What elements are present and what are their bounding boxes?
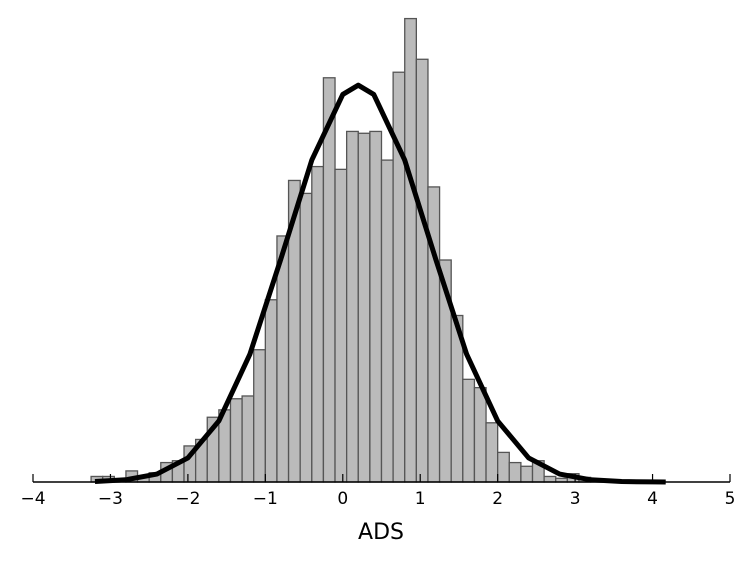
histogram-bar bbox=[299, 192, 313, 483]
histogram-bar bbox=[380, 159, 394, 483]
histogram-bar bbox=[485, 422, 499, 483]
histogram-bar bbox=[264, 299, 278, 483]
histogram-bar bbox=[473, 386, 487, 483]
histogram-bar bbox=[311, 165, 325, 483]
x-tick-label: −1 bbox=[253, 489, 278, 509]
fit-curve bbox=[94, 82, 666, 485]
histogram-bar bbox=[241, 395, 255, 483]
histogram-bar bbox=[404, 17, 418, 483]
histogram-bar bbox=[322, 77, 336, 483]
histogram-bar bbox=[357, 132, 371, 483]
histogram-bar bbox=[427, 186, 441, 483]
x-axis-label: ADS bbox=[358, 520, 404, 545]
x-tick-label: −4 bbox=[20, 489, 45, 509]
histogram-bar bbox=[462, 378, 476, 483]
histogram-bar bbox=[520, 465, 534, 483]
x-tick-label: 0 bbox=[337, 489, 348, 509]
histogram-bar bbox=[229, 398, 243, 483]
x-tick-label: −3 bbox=[98, 489, 123, 509]
histogram-bar bbox=[415, 58, 429, 483]
x-tick-label: 1 bbox=[415, 489, 426, 509]
x-tick-label: 3 bbox=[570, 489, 581, 509]
histogram-bar bbox=[497, 451, 510, 483]
histogram-bar bbox=[508, 461, 522, 483]
x-tick-label: −2 bbox=[175, 489, 200, 509]
x-tick-label: 2 bbox=[492, 489, 503, 509]
histogram-bar bbox=[334, 168, 348, 483]
histogram-bar bbox=[253, 349, 266, 483]
histogram-bar bbox=[369, 130, 383, 483]
histogram-bar bbox=[543, 475, 557, 483]
histogram-bar bbox=[345, 130, 359, 483]
x-tick-label: 5 bbox=[725, 489, 736, 509]
x-tick-label: 4 bbox=[647, 489, 658, 509]
